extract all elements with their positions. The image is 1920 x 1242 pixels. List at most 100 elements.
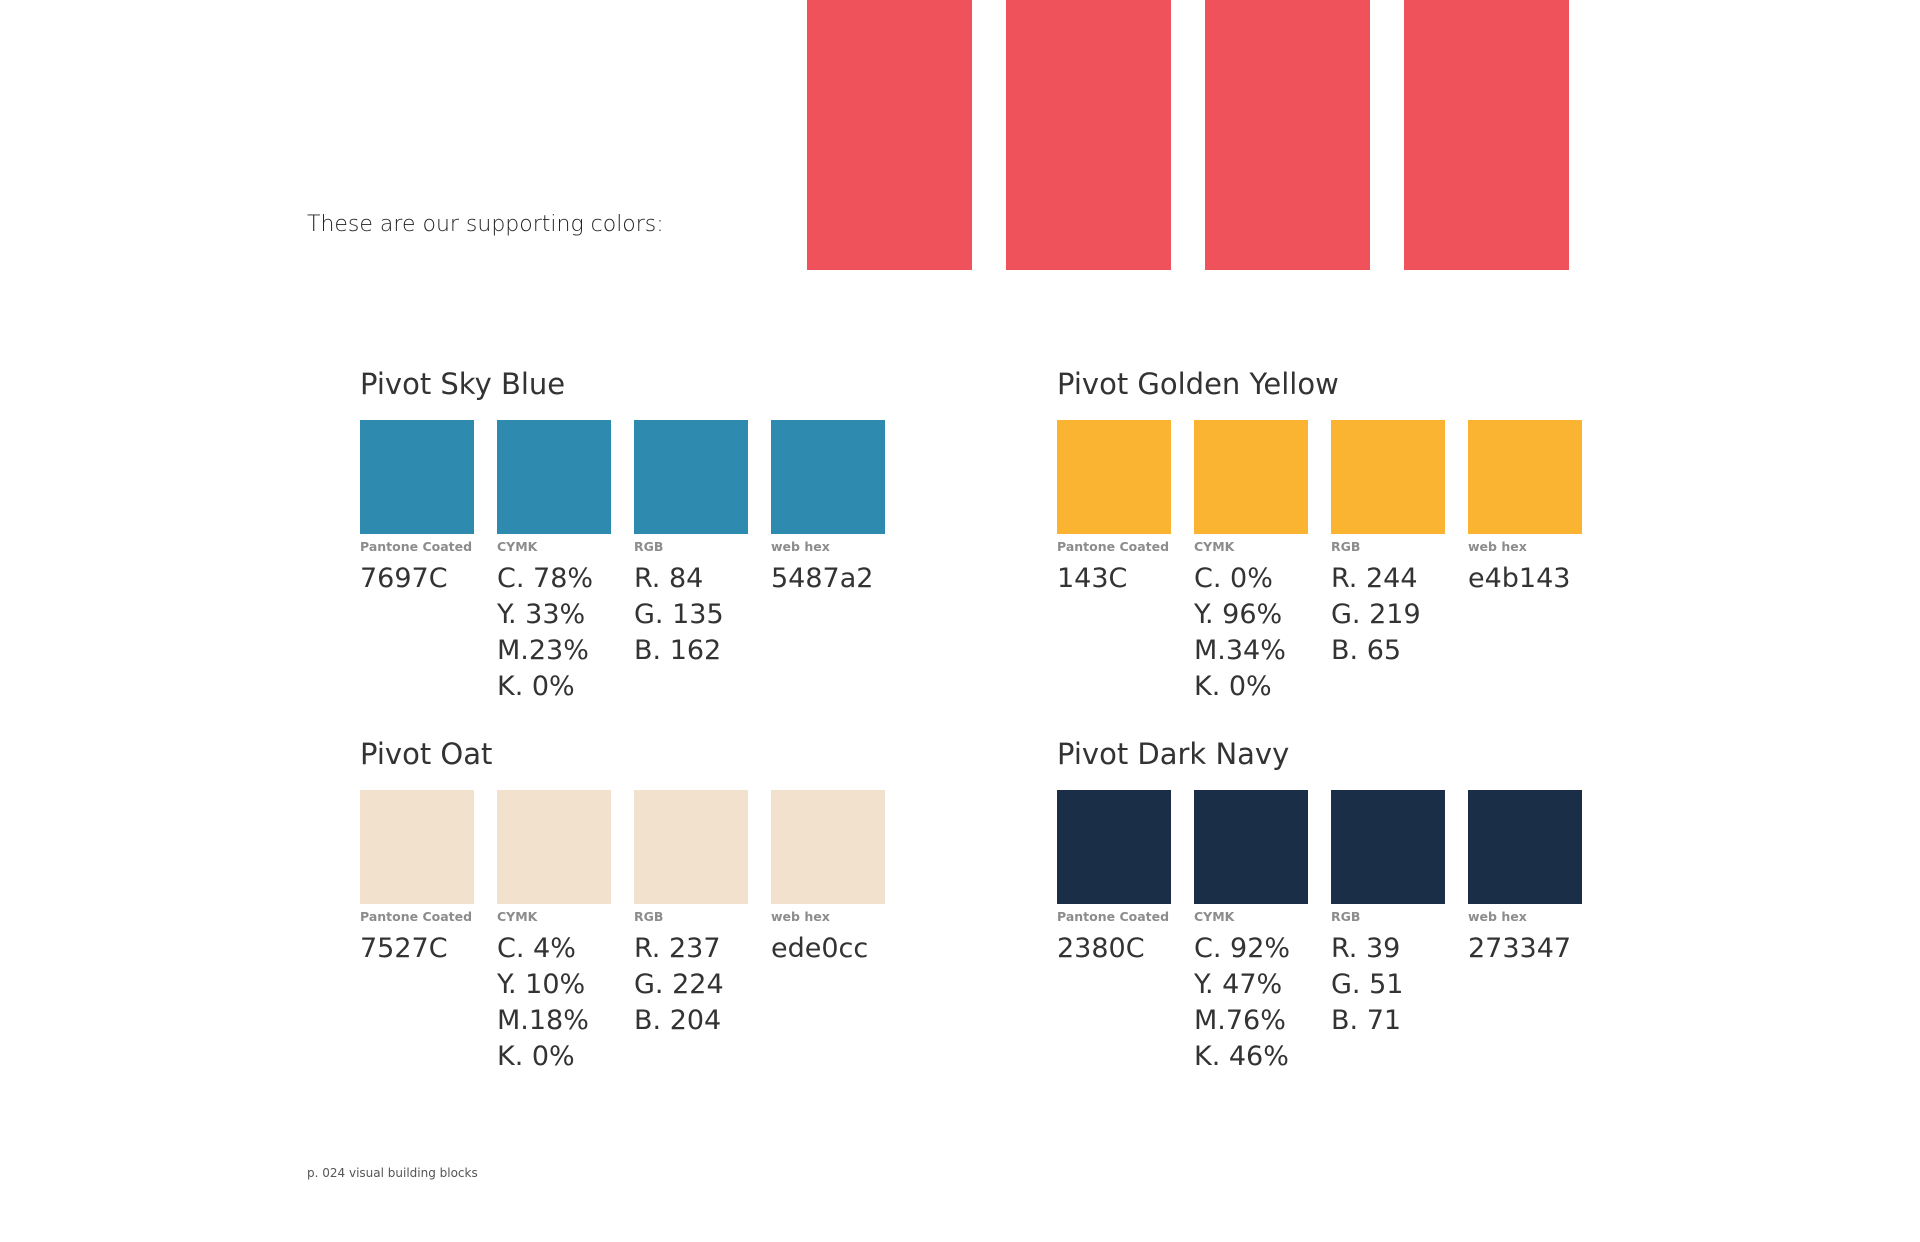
cymk-column: CYMK C. 0% Y. 96% M.34% K. 0% [1194, 420, 1308, 705]
color-value: ede0cc [771, 932, 869, 964]
color-swatch [1331, 420, 1445, 534]
column-values: R. 39 G. 51 B. 71 [1331, 931, 1445, 1039]
column-values: C. 92% Y. 47% M.76% K. 46% [1194, 931, 1308, 1075]
color-value: C. 78% [497, 562, 594, 594]
color-swatch [497, 420, 611, 534]
column-label: web hex [771, 909, 830, 924]
color-group-dark-navy: Pivot Dark Navy Pantone Coated 2380C CYM… [1057, 740, 1597, 1075]
column-label: CYMK [1194, 909, 1235, 924]
color-value: M.76% [1194, 1004, 1286, 1036]
color-group-oat: Pivot Oat Pantone Coated 7527C CYMK C. 4… [360, 740, 900, 1075]
column-label: CYMK [497, 539, 538, 554]
color-swatch [771, 790, 885, 904]
color-value: R. 84 [634, 562, 704, 594]
column-label: CYMK [1194, 539, 1235, 554]
pantone-column: Pantone Coated 7697C [360, 420, 474, 705]
color-value: B. 162 [634, 634, 722, 666]
column-values: e4b143 [1468, 561, 1582, 597]
color-value: K. 0% [1194, 670, 1272, 702]
color-value: K. 46% [1194, 1040, 1289, 1072]
color-value: R. 39 [1331, 932, 1401, 964]
column-values: C. 4% Y. 10% M.18% K. 0% [497, 931, 611, 1075]
primary-swatch [807, 0, 972, 270]
supporting-colors-intro: These are our supporting colors: [307, 212, 664, 237]
color-value: G. 51 [1331, 968, 1404, 1000]
primary-swatch [1404, 0, 1569, 270]
color-value: 2380C [1057, 932, 1145, 964]
primary-swatch [1205, 0, 1370, 270]
color-value: Y. 10% [497, 968, 586, 1000]
cymk-column: CYMK C. 4% Y. 10% M.18% K. 0% [497, 790, 611, 1075]
color-swatch [1468, 420, 1582, 534]
color-value: C. 4% [497, 932, 576, 964]
color-swatch [360, 420, 474, 534]
color-swatch [497, 790, 611, 904]
color-group-title: Pivot Oat [360, 737, 493, 771]
cymk-column: CYMK C. 78% Y. 33% M.23% K. 0% [497, 420, 611, 705]
column-values: C. 0% Y. 96% M.34% K. 0% [1194, 561, 1308, 705]
color-swatch [1468, 790, 1582, 904]
color-swatch [360, 790, 474, 904]
primary-swatch [1006, 0, 1171, 270]
swatch-row: Pantone Coated 143C CYMK C. 0% Y. 96% M.34… [1057, 420, 1597, 705]
swatch-row: Pantone Coated 7527C CYMK C. 4% Y. 10% M.1… [360, 790, 900, 1075]
swatch-row: Pantone Coated 7697C CYMK C. 78% Y. 33% M.… [360, 420, 900, 705]
color-value: B. 65 [1331, 634, 1402, 666]
rgb-column: RGB R. 237 G. 224 B. 204 [634, 790, 748, 1075]
color-value: M.18% [497, 1004, 589, 1036]
column-values: 273347 [1468, 931, 1582, 967]
color-value: K. 0% [497, 1040, 575, 1072]
swatch-row: Pantone Coated 2380C CYMK C. 92% Y. 47% M.… [1057, 790, 1597, 1075]
column-values: C. 78% Y. 33% M.23% K. 0% [497, 561, 611, 705]
rgb-column: RGB R. 244 G. 219 B. 65 [1331, 420, 1445, 705]
color-value: Y. 33% [497, 598, 586, 630]
color-group-title: Pivot Dark Navy [1057, 737, 1290, 771]
color-value: 7697C [360, 562, 448, 594]
column-label: RGB [634, 539, 664, 554]
color-group-sky-blue: Pivot Sky Blue Pantone Coated 7697C CYMK… [360, 370, 900, 705]
color-value: 5487a2 [771, 562, 874, 594]
color-value: R. 244 [1331, 562, 1418, 594]
pantone-column: Pantone Coated 143C [1057, 420, 1171, 705]
color-swatch [634, 420, 748, 534]
column-label: Pantone Coated [360, 909, 473, 924]
column-values: 7527C [360, 931, 474, 967]
column-label: CYMK [497, 909, 538, 924]
column-label: web hex [1468, 539, 1527, 554]
color-value: C. 0% [1194, 562, 1273, 594]
color-value: 143C [1057, 562, 1128, 594]
cymk-column: CYMK C. 92% Y. 47% M.76% K. 46% [1194, 790, 1308, 1075]
color-value: K. 0% [497, 670, 575, 702]
column-values: R. 244 G. 219 B. 65 [1331, 561, 1445, 669]
color-swatch [634, 790, 748, 904]
color-value: 7527C [360, 932, 448, 964]
color-swatch [1057, 420, 1171, 534]
color-value: 273347 [1468, 932, 1572, 964]
color-value: C. 92% [1194, 932, 1291, 964]
color-value: Y. 47% [1194, 968, 1283, 1000]
page-footer: p. 024 visual building blocks [307, 1166, 478, 1180]
color-swatch [1057, 790, 1171, 904]
pantone-column: Pantone Coated 2380C [1057, 790, 1171, 1075]
color-value: B. 204 [634, 1004, 722, 1036]
column-label: Pantone Coated [1057, 909, 1170, 924]
column-values: R. 237 G. 224 B. 204 [634, 931, 748, 1039]
color-value: M.23% [497, 634, 589, 666]
color-swatch [771, 420, 885, 534]
color-swatch [1194, 420, 1308, 534]
color-value: M.34% [1194, 634, 1286, 666]
web-hex-column: web hex ede0cc [771, 790, 885, 1075]
primary-color-swatches [807, 0, 1569, 270]
pantone-column: Pantone Coated 7527C [360, 790, 474, 1075]
column-label: web hex [771, 539, 830, 554]
column-label: web hex [1468, 909, 1527, 924]
color-value: e4b143 [1468, 562, 1571, 594]
color-group-title: Pivot Sky Blue [360, 367, 566, 401]
color-value: G. 224 [634, 968, 724, 1000]
color-group-golden-yellow: Pivot Golden Yellow Pantone Coated 143C … [1057, 370, 1597, 705]
column-label: Pantone Coated [360, 539, 473, 554]
web-hex-column: web hex 5487a2 [771, 420, 885, 705]
color-value: G. 135 [634, 598, 724, 630]
column-values: 5487a2 [771, 561, 885, 597]
color-value: R. 237 [634, 932, 721, 964]
